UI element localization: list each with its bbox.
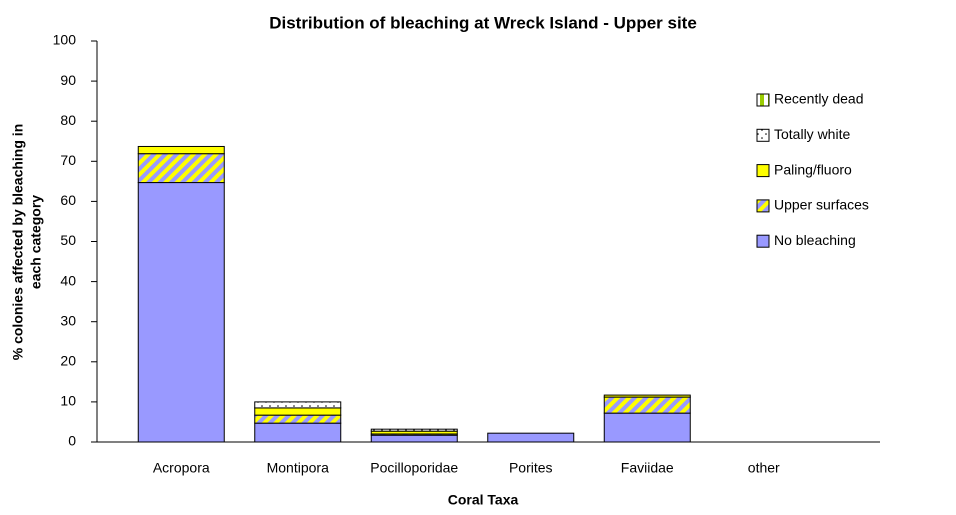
bar-segment [370, 434, 458, 443]
y-tick-label: 90 [60, 72, 76, 88]
y-tick-label: 60 [60, 192, 76, 208]
x-axis-label: Coral Taxa [448, 492, 519, 508]
x-tick-label: Porites [509, 460, 553, 476]
chart-title: Distribution of bleaching at Wreck Islan… [269, 13, 697, 32]
y-tick-label: 10 [60, 393, 76, 409]
legend-label: Paling/fluoro [774, 161, 852, 177]
bar-segment [137, 153, 225, 184]
y-axis-label: % colonies affected by bleaching in [10, 124, 26, 361]
legend-label: Recently dead [774, 91, 864, 107]
y-tick-label: 0 [68, 433, 76, 449]
bar-segment [603, 396, 691, 414]
legend-label: Totally white [774, 126, 850, 142]
legend-label: Upper surfaces [774, 197, 869, 213]
bar-segment [254, 401, 342, 409]
legend-swatch [756, 164, 770, 178]
bar-segment [487, 432, 575, 443]
x-tick-label: Pocilloporidae [370, 460, 458, 476]
legend-swatch [756, 93, 770, 107]
x-tick-label: Montipora [267, 460, 329, 476]
bar-segment [254, 414, 342, 424]
bar-segment [254, 422, 342, 443]
y-tick-label: 30 [60, 312, 76, 328]
x-tick-label: Faviidae [621, 460, 674, 476]
bar-segment [603, 394, 691, 398]
x-tick-label: other [748, 460, 780, 476]
bar-segment [137, 182, 225, 443]
y-tick-label: 80 [60, 112, 76, 128]
bar-segment [370, 428, 458, 432]
y-tick-label: 70 [60, 152, 76, 168]
y-tick-label: 50 [60, 232, 76, 248]
bar-segment [254, 407, 342, 416]
legend-swatch [756, 128, 770, 142]
y-tick-label: 40 [60, 272, 76, 288]
bar-segment [603, 412, 691, 443]
x-tick-label: Acropora [153, 460, 210, 476]
y-axis-label: each category [28, 195, 44, 289]
legend-swatch [756, 234, 770, 248]
legend-swatch [756, 199, 770, 213]
y-tick-label: 100 [53, 32, 77, 48]
y-tick-label: 20 [60, 353, 76, 369]
bar-segment [137, 145, 225, 155]
legend-label: No bleaching [774, 232, 856, 248]
